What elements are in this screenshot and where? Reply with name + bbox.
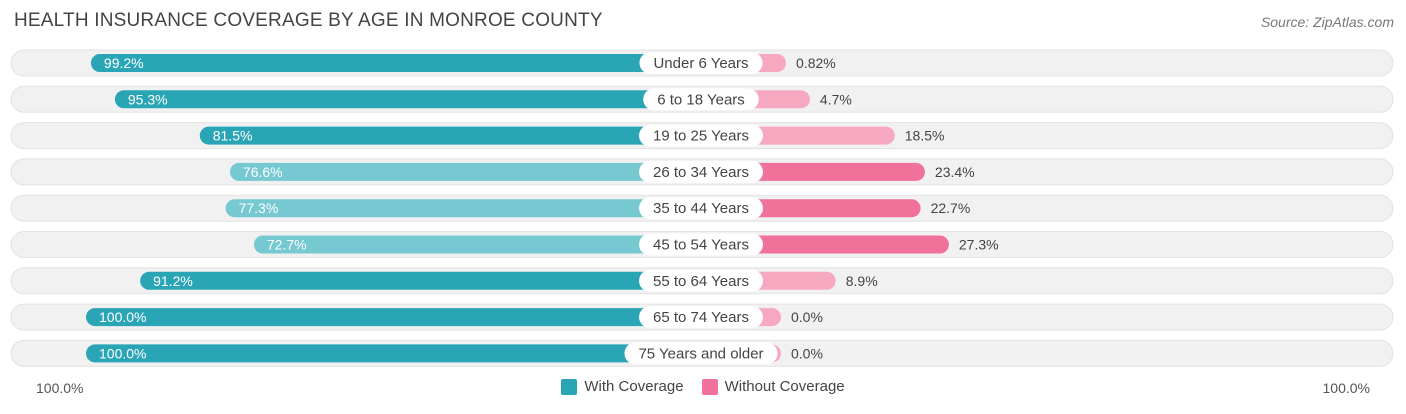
value-label-without: 23.4% (935, 164, 975, 180)
source-credit: Source: ZipAtlas.com (1260, 14, 1394, 30)
category-label: 6 to 18 Years (657, 91, 745, 108)
category-label: 19 to 25 Years (653, 128, 749, 145)
value-label-without: 0.0% (791, 345, 823, 361)
value-label-with: 100.0% (99, 345, 146, 361)
bar-with-coverage (225, 199, 702, 218)
bar-with-coverage (86, 308, 701, 327)
chart-title: HEALTH INSURANCE COVERAGE BY AGE IN MONR… (14, 10, 603, 31)
value-label-with: 77.3% (239, 200, 279, 216)
value-label-without: 0.82% (796, 55, 836, 71)
category-label: 65 to 74 Years (653, 309, 749, 326)
category-pill (639, 306, 763, 329)
bar-with-coverage (253, 235, 701, 254)
value-label-with: 76.6% (243, 164, 283, 180)
bar-without-coverage (701, 235, 949, 254)
bar-with-coverage (199, 126, 701, 145)
bar-with-coverage (90, 54, 702, 72)
value-label-with: 100.0% (99, 309, 146, 325)
axis-left-label: 100.0% (36, 380, 84, 396)
value-label-without: 27.3% (959, 237, 999, 253)
bar-with-coverage (140, 271, 701, 290)
category-pill (639, 160, 763, 183)
value-label-without: 8.9% (846, 273, 878, 289)
chart-row: 76.6% 23.4% 26 to 34 Years (10, 158, 1394, 186)
chart-row: 81.5% 18.5% 19 to 25 Years (10, 122, 1394, 150)
bar-with-coverage (229, 162, 701, 181)
chart-row: 77.3% 22.7% 35 to 44 Years (10, 194, 1394, 222)
axis-right-label: 100.0% (1322, 380, 1370, 396)
category-label: 75 Years and older (638, 345, 763, 362)
chart-row: 91.2% 8.9% 55 to 64 Years (10, 267, 1394, 295)
category-pill (639, 52, 763, 74)
category-pill (639, 269, 763, 292)
category-pill (639, 124, 763, 147)
chart-row: 100.0% 0.0% 75 Years and older (10, 339, 1394, 367)
category-label: Under 6 Years (653, 55, 748, 72)
value-label-with: 99.2% (104, 55, 144, 71)
category-pill (624, 342, 778, 365)
legend-swatch-with-icon (561, 378, 578, 395)
chart-row: 100.0% 0.0% 65 to 74 Years (10, 303, 1394, 331)
chart: 99.2% 0.82% Under 6 Years 95.3% 4.7% 6 to 18 … (10, 49, 1394, 367)
chart-row: 72.7% 27.3% 45 to 54 Years (10, 231, 1394, 258)
legend-item-without-coverage[interactable]: Without Coverage (701, 378, 845, 395)
category-pill (639, 233, 763, 256)
chart-row: 99.2% 0.82% Under 6 Years (10, 49, 1394, 77)
value-label-with: 81.5% (213, 128, 253, 144)
category-label: 55 to 64 Years (653, 273, 749, 290)
value-label-without: 0.0% (791, 309, 823, 325)
legend: With Coverage Without Coverage (0, 378, 1406, 395)
category-label: 45 to 54 Years (653, 237, 749, 254)
category-label: 26 to 34 Years (653, 164, 749, 181)
value-label-with: 95.3% (128, 91, 168, 107)
bar-with-coverage (114, 90, 701, 109)
legend-item-with-coverage[interactable]: With Coverage (561, 378, 684, 395)
legend-label-without: Without Coverage (724, 378, 845, 395)
value-label-without: 4.7% (820, 91, 852, 107)
legend-label-with: With Coverage (584, 378, 684, 395)
value-label-with: 72.7% (267, 237, 307, 253)
value-label-without: 18.5% (905, 128, 945, 144)
category-pill (639, 197, 763, 220)
bar-with-coverage (86, 344, 701, 363)
chart-row: 95.3% 4.7% 6 to 18 Years (10, 85, 1394, 113)
category-label: 35 to 44 Years (653, 200, 749, 217)
value-label-without: 22.7% (931, 200, 971, 216)
value-label-with: 91.2% (153, 273, 193, 289)
category-pill (643, 88, 759, 111)
legend-swatch-without-icon (701, 378, 718, 395)
